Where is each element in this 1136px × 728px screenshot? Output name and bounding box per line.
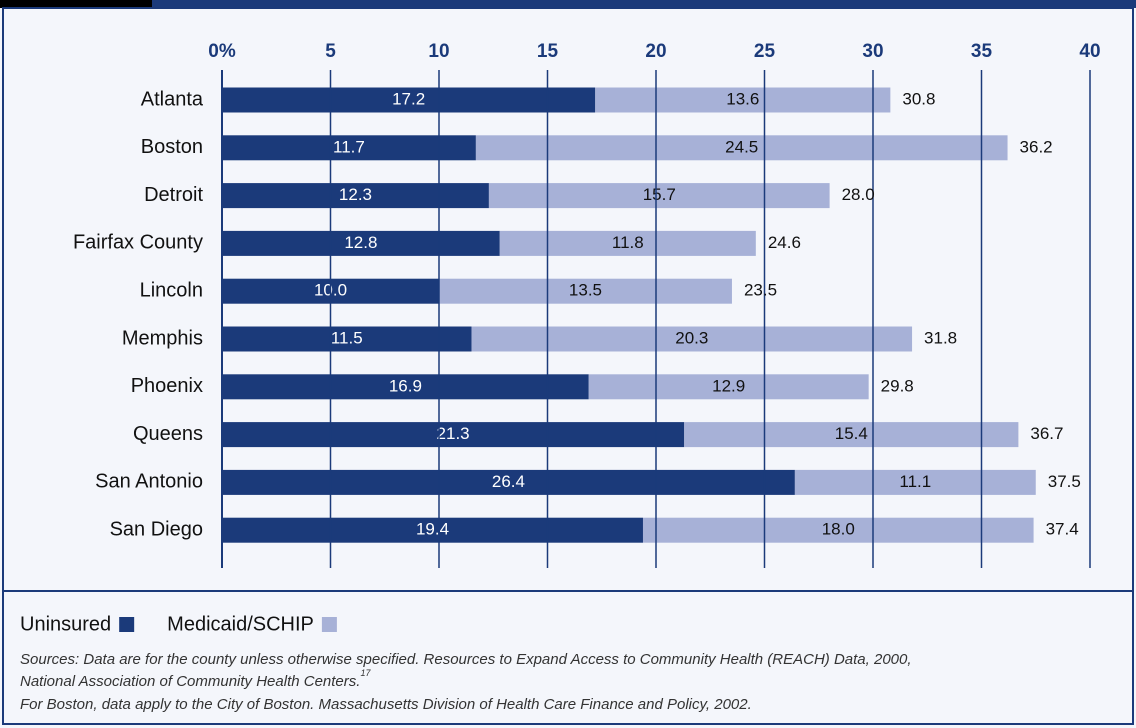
segment-label: 18.0 — [822, 520, 855, 539]
bar-segment — [222, 87, 596, 113]
legend-swatch — [321, 617, 337, 632]
x-tick-label: 15 — [537, 41, 559, 62]
total-label: 36.2 — [1020, 137, 1053, 156]
category-label: San Antonio — [95, 471, 203, 493]
category-label: Fairfax County — [73, 232, 203, 254]
segment-label: 26.4 — [492, 472, 525, 491]
segment-label: 20.3 — [675, 328, 708, 347]
x-tick-label: 0% — [208, 41, 236, 62]
bar-segment — [222, 374, 589, 400]
segment-label: 12.3 — [339, 185, 372, 204]
source-line: Sources: Data are for the county unless … — [20, 651, 912, 668]
source-line: National Association of Community Health… — [20, 673, 360, 690]
legend-swatch — [119, 617, 135, 632]
bar-segment — [222, 517, 643, 543]
bar-segment — [222, 183, 489, 209]
bar-segment — [222, 326, 472, 352]
total-label: 36.7 — [1030, 424, 1063, 443]
segment-label: 15.7 — [643, 185, 676, 204]
segment-label: 24.5 — [725, 137, 758, 156]
total-label: 29.8 — [881, 376, 914, 395]
bar-segment — [595, 87, 891, 113]
x-tick-label: 30 — [862, 41, 883, 62]
bar-segment — [439, 278, 732, 304]
bar-segment — [794, 469, 1036, 495]
total-label: 28.0 — [842, 185, 875, 204]
segment-label: 17.2 — [392, 89, 425, 108]
bar-segment — [499, 230, 756, 256]
segment-label: 16.9 — [389, 376, 422, 395]
category-label: Atlanta — [141, 88, 204, 110]
bar-segment — [684, 422, 1019, 448]
segment-label: 12.8 — [344, 233, 377, 252]
segment-label: 12.9 — [712, 376, 745, 395]
segment-label: 11.8 — [612, 233, 644, 252]
category-label: San Diego — [110, 518, 203, 540]
bar-segment — [475, 135, 1008, 161]
x-tick-label: 40 — [1079, 41, 1100, 62]
bar-segment — [488, 183, 830, 209]
segment-label: 21.3 — [437, 424, 470, 443]
x-tick-label: 25 — [754, 41, 776, 62]
source-line: For Boston, data apply to the City of Bo… — [20, 696, 752, 713]
bar-segment — [471, 326, 913, 352]
category-label: Boston — [141, 136, 203, 158]
source-line: National Association of Community Health… — [20, 668, 371, 690]
segment-label: 11.1 — [899, 472, 931, 491]
x-tick-label: 10 — [428, 41, 449, 62]
top-band-block — [0, 0, 152, 8]
total-label: 30.8 — [902, 89, 935, 108]
bar-segment — [222, 135, 476, 161]
x-tick-label: 20 — [645, 41, 666, 62]
frame — [2, 7, 1134, 725]
segment-label: 11.7 — [333, 137, 365, 156]
segment-label: 13.6 — [726, 89, 759, 108]
total-label: 24.6 — [768, 233, 801, 252]
total-label: 37.4 — [1046, 520, 1079, 539]
category-label: Memphis — [122, 327, 203, 349]
footnote-ref: 17 — [360, 668, 371, 678]
bar-segment — [222, 422, 685, 448]
segment-label: 15.4 — [835, 424, 868, 443]
bar-segment — [222, 230, 500, 256]
segment-label: 13.5 — [569, 281, 602, 300]
category-label: Queens — [133, 423, 203, 445]
x-tick-label: 5 — [325, 41, 336, 62]
category-label: Phoenix — [131, 375, 203, 397]
segment-label: 11.5 — [331, 328, 363, 347]
segment-label: 19.4 — [416, 520, 449, 539]
total-label: 23.5 — [744, 281, 777, 300]
category-label: Detroit — [144, 184, 203, 206]
bar-segment — [642, 517, 1034, 543]
total-label: 31.8 — [924, 328, 957, 347]
bar-segment — [222, 469, 795, 495]
top-band — [0, 0, 1136, 8]
legend-label: Medicaid/SCHIP — [167, 613, 314, 635]
total-label: 37.5 — [1048, 472, 1081, 491]
bar-segment — [588, 374, 869, 400]
category-label: Lincoln — [140, 279, 203, 301]
legend-label: Uninsured — [20, 613, 111, 635]
x-tick-label: 35 — [971, 41, 993, 62]
